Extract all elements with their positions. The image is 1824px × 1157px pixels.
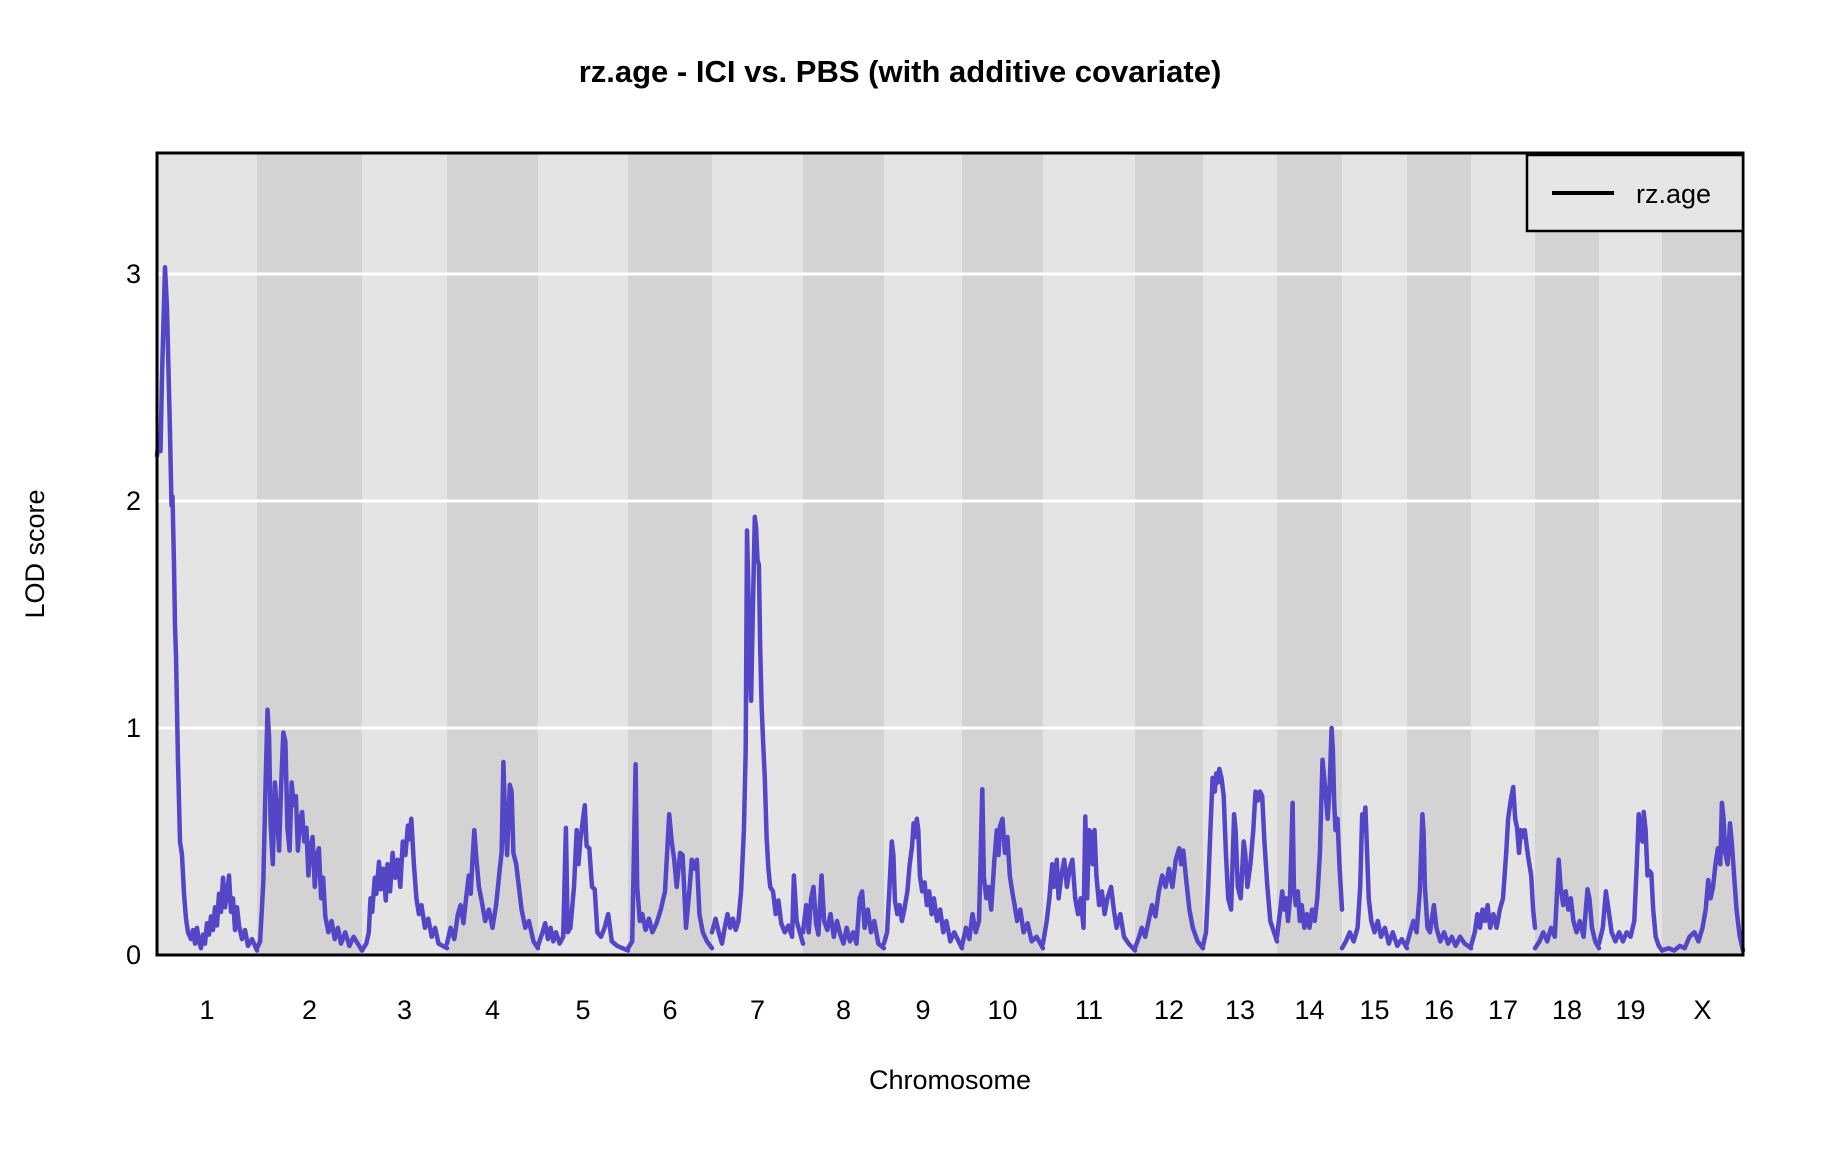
- x-tick-chr-19: 19: [1615, 995, 1645, 1025]
- x-tick-chr-18: 18: [1552, 995, 1582, 1025]
- lod-curve-chr-7: [709, 514, 806, 946]
- lod-curve-chr-10: [959, 787, 1046, 951]
- lod-curve-chr-17: [1468, 784, 1538, 949]
- x-tick-chr-12: 12: [1154, 995, 1184, 1025]
- y-tick-3: 3: [126, 259, 141, 289]
- chromosome-band-3: [362, 153, 447, 955]
- lod-curve-chr-2: [254, 707, 365, 953]
- y-tick-1: 1: [126, 713, 141, 743]
- y-axis-title: LOD score: [20, 489, 50, 618]
- x-tick-chr-16: 16: [1424, 995, 1454, 1025]
- x-tick-chr-13: 13: [1225, 995, 1255, 1025]
- lod-curve-chr-12: [1132, 846, 1206, 951]
- lod-curve-chr-19: [1596, 809, 1665, 953]
- plot-border: [155, 151, 1745, 957]
- lod-curve-chr-15: [1339, 805, 1410, 951]
- x-tick-chr-X: X: [1693, 995, 1711, 1025]
- y-tick-0: 0: [126, 940, 141, 970]
- lod-curve-chr-9: [881, 816, 965, 951]
- chromosome-band-4: [447, 153, 538, 955]
- gridlines: [157, 272, 1743, 730]
- legend: rz.age: [1525, 153, 1745, 233]
- lod-curve-chr-4: [444, 759, 541, 951]
- x-tick-chr-15: 15: [1359, 995, 1389, 1025]
- lod-curve-chr-14: [1274, 725, 1345, 940]
- x-tick-chr-6: 6: [662, 995, 677, 1025]
- x-tick-chr-10: 10: [987, 995, 1017, 1025]
- x-tick-chr-8: 8: [836, 995, 851, 1025]
- x-tick-chr-14: 14: [1294, 995, 1324, 1025]
- chromosome-band-14: [1277, 153, 1342, 955]
- x-tick-chr-17: 17: [1488, 995, 1518, 1025]
- lod-curve-chr-18: [1532, 857, 1602, 951]
- lod-curves: [154, 264, 1746, 953]
- chromosome-band-19: [1599, 153, 1662, 955]
- lod-curve-chr-1: [154, 264, 260, 953]
- lod-curve-chr-8: [800, 873, 887, 951]
- lod-curve-chr-3: [359, 816, 450, 953]
- chromosome-band-17: [1471, 153, 1535, 955]
- lod-curve-chr-11: [1040, 814, 1138, 953]
- x-tick-chr-11: 11: [1075, 995, 1103, 1025]
- lod-curve-chr-13: [1200, 766, 1280, 949]
- chromosome-band-11: [1043, 153, 1135, 955]
- x-tick-chr-7: 7: [750, 995, 765, 1025]
- y-axis-tick-labels: 3 2 1 0: [126, 259, 141, 970]
- x-tick-chr-4: 4: [485, 995, 500, 1025]
- lod-curve-chr-6: [625, 762, 715, 951]
- x-tick-chr-5: 5: [575, 995, 590, 1025]
- lod-curve-chr-X: [1659, 800, 1746, 953]
- chromosome-band-12: [1135, 153, 1203, 955]
- chromosome-band-18: [1535, 153, 1599, 955]
- x-tick-chr-9: 9: [915, 995, 930, 1025]
- chromosome-axis-labels: 1 2 3 4 5 6 7 8 9 10 11 12 13 14 15 16 17 18 19 X: [199, 995, 1711, 1025]
- chromosome-band-9: [884, 153, 962, 955]
- y-tick-2: 2: [126, 486, 141, 516]
- legend-label: rz.age: [1636, 179, 1711, 209]
- chromosome-band-15: [1342, 153, 1407, 955]
- chart-title: rz.age - ICI vs. PBS (with additive cova…: [579, 54, 1222, 89]
- lod-curve-chr-16: [1404, 812, 1474, 951]
- x-tick-chr-2: 2: [302, 995, 317, 1025]
- x-tick-chr-3: 3: [397, 995, 412, 1025]
- x-axis-title: Chromosome: [869, 1065, 1031, 1095]
- x-tick-chr-1: 1: [199, 995, 214, 1025]
- chromosome-band-8: [803, 153, 884, 955]
- lod-curve-chr-5: [535, 802, 631, 953]
- chromosome-band-16: [1407, 153, 1471, 955]
